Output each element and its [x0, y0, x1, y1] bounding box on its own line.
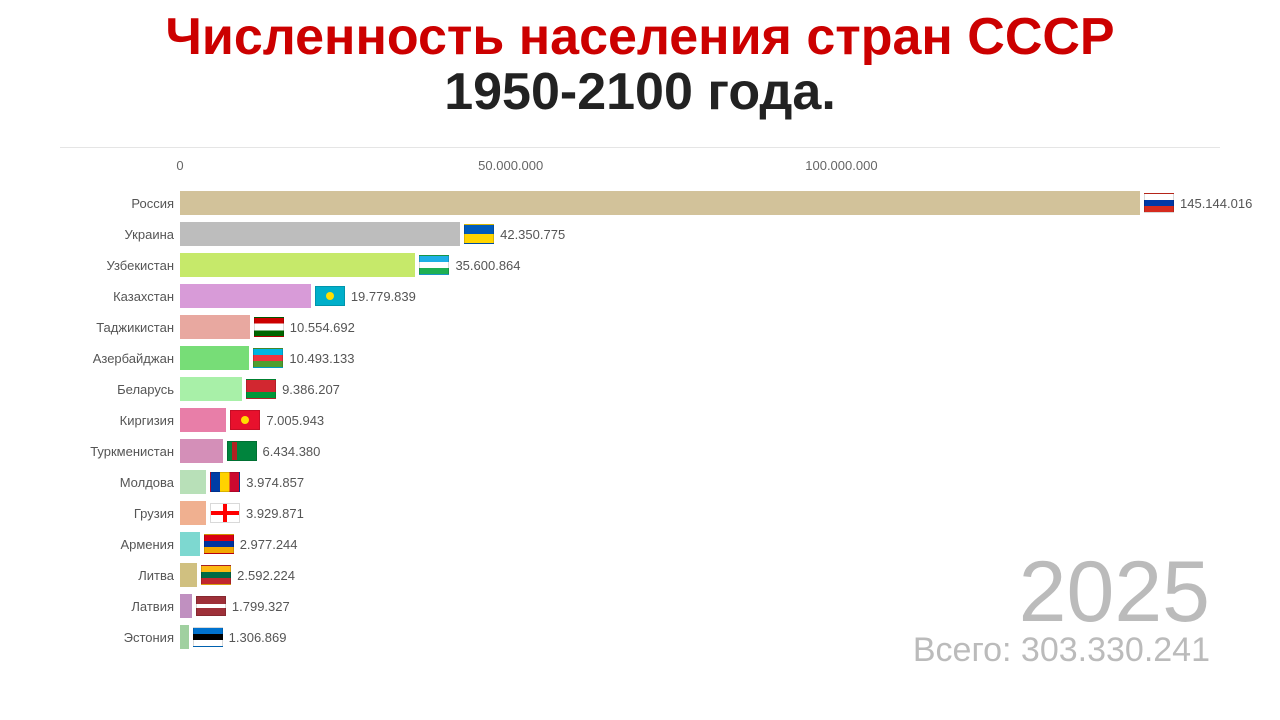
country-label: Казахстан — [60, 289, 180, 304]
country-label: Азербайджан — [60, 351, 180, 366]
flag-icon — [196, 596, 226, 616]
bar — [180, 594, 192, 618]
bar-container: 7.005.943 — [180, 408, 1220, 432]
total-value: 303.330.241 — [1021, 631, 1210, 669]
country-label: Беларусь — [60, 382, 180, 397]
bar-row: Россия145.144.016 — [60, 188, 1220, 218]
value-label: 6.434.380 — [263, 444, 321, 459]
bar-container: 10.493.133 — [180, 346, 1220, 370]
country-label: Украина — [60, 227, 180, 242]
country-label: Эстония — [60, 630, 180, 645]
bar-row: Узбекистан 35.600.864 — [60, 250, 1220, 280]
value-label: 1.306.869 — [229, 630, 287, 645]
value-label: 9.386.207 — [282, 382, 340, 397]
chart-header: Численность населения стран СССР 1950-21… — [0, 0, 1280, 127]
bar — [180, 501, 206, 525]
country-label: Грузия — [60, 506, 180, 521]
bar-row: Украина 42.350.775 — [60, 219, 1220, 249]
country-label: Армения — [60, 537, 180, 552]
value-label: 3.929.871 — [246, 506, 304, 521]
bar-container: 3.929.871 — [180, 501, 1220, 525]
bar — [180, 284, 311, 308]
value-label: 3.974.857 — [246, 475, 304, 490]
bar-row: Туркменистан 6.434.380 — [60, 436, 1220, 466]
bar-container: 145.144.016 — [180, 191, 1252, 215]
bar-row: Азербайджан 10.493.133 — [60, 343, 1220, 373]
country-label: Россия — [60, 196, 180, 211]
country-label: Латвия — [60, 599, 180, 614]
flag-icon — [246, 379, 276, 399]
year-display: 2025 — [913, 554, 1210, 631]
value-label: 1.799.327 — [232, 599, 290, 614]
total-display: Всего: 303.330.241 — [913, 631, 1210, 670]
country-label: Литва — [60, 568, 180, 583]
bar-container: 6.434.380 — [180, 439, 1220, 463]
flag-icon — [204, 534, 234, 554]
bar-container: 35.600.864 — [180, 253, 1220, 277]
bar — [180, 191, 1140, 215]
flag-icon — [419, 255, 449, 275]
bar — [180, 563, 197, 587]
value-label: 19.779.839 — [351, 289, 416, 304]
flag-icon — [1144, 193, 1174, 213]
value-label: 10.554.692 — [290, 320, 355, 335]
flag-icon — [464, 224, 494, 244]
flag-icon — [227, 441, 257, 461]
bar — [180, 532, 200, 556]
bar-row: Грузия 3.929.871 — [60, 498, 1220, 528]
bar-row: Беларусь 9.386.207 — [60, 374, 1220, 404]
bar-row: Киргизия 7.005.943 — [60, 405, 1220, 435]
bar — [180, 222, 460, 246]
chart-footer: 2025 Всего: 303.330.241 — [913, 554, 1210, 670]
flag-icon — [193, 627, 223, 647]
bar-row: Молдова 3.974.857 — [60, 467, 1220, 497]
bar-container: 42.350.775 — [180, 222, 1220, 246]
bar — [180, 408, 226, 432]
flag-icon — [210, 503, 240, 523]
x-axis: 050.000.000100.000.000 — [180, 158, 1220, 178]
bar-container: 3.974.857 — [180, 470, 1220, 494]
country-label: Молдова — [60, 475, 180, 490]
axis-tick: 0 — [176, 158, 183, 173]
bar-row: Казахстан 19.779.839 — [60, 281, 1220, 311]
bar — [180, 439, 223, 463]
title-line-1: Численность населения стран СССР — [20, 10, 1260, 65]
bar — [180, 377, 242, 401]
bar-row: Таджикистан 10.554.692 — [60, 312, 1220, 342]
bar-container: 9.386.207 — [180, 377, 1220, 401]
country-label: Киргизия — [60, 413, 180, 428]
bar — [180, 625, 189, 649]
bar — [180, 253, 415, 277]
title-line-2: 1950-2100 года. — [20, 65, 1260, 120]
bar-container: 10.554.692 — [180, 315, 1220, 339]
value-label: 2.977.244 — [240, 537, 298, 552]
value-label: 10.493.133 — [289, 351, 354, 366]
value-label: 145.144.016 — [1180, 196, 1252, 211]
total-prefix: Всего: — [913, 631, 1021, 669]
flag-icon — [201, 565, 231, 585]
flag-icon — [230, 410, 260, 430]
value-label: 35.600.864 — [455, 258, 520, 273]
value-label: 42.350.775 — [500, 227, 565, 242]
country-label: Туркменистан — [60, 444, 180, 459]
value-label: 7.005.943 — [266, 413, 324, 428]
axis-tick: 100.000.000 — [805, 158, 877, 173]
country-label: Узбекистан — [60, 258, 180, 273]
flag-icon — [210, 472, 240, 492]
bar — [180, 346, 249, 370]
bar — [180, 315, 250, 339]
flag-icon — [253, 348, 283, 368]
flag-icon — [315, 286, 345, 306]
value-label: 2.592.224 — [237, 568, 295, 583]
bar-container: 19.779.839 — [180, 284, 1220, 308]
bar — [180, 470, 206, 494]
flag-icon — [254, 317, 284, 337]
axis-tick: 50.000.000 — [478, 158, 543, 173]
country-label: Таджикистан — [60, 320, 180, 335]
